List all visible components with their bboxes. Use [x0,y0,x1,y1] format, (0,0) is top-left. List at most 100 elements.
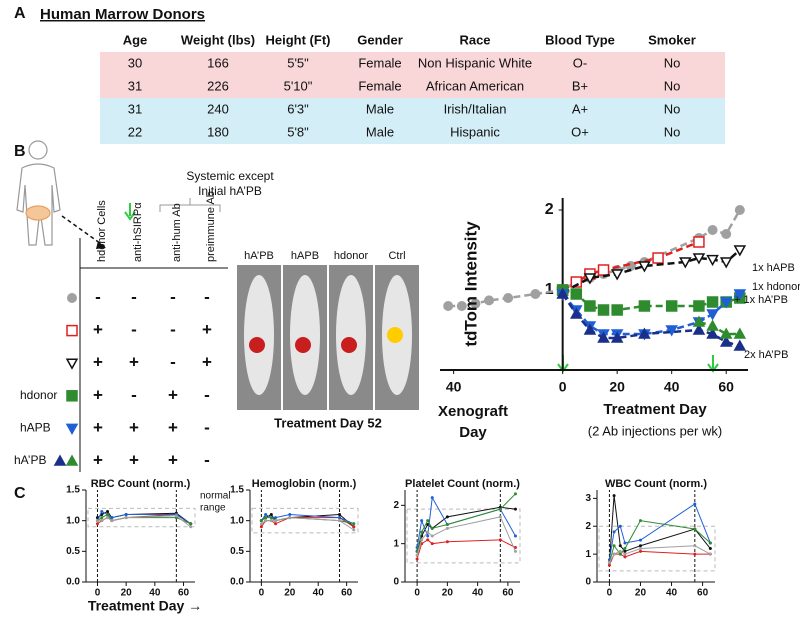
row-symbol [53,454,67,466]
matrix-cell: + [202,353,212,372]
table-cell: No [664,78,681,93]
x-tick-label: 0 [95,588,101,599]
matrix-cell: + [168,385,178,404]
data-point [426,538,430,542]
chart-title: RBC Count (norm.) [91,478,191,490]
matrix-cell: + [93,320,103,339]
data-point [426,534,430,538]
data-point [100,519,104,523]
chart-title: Hemoglobin (norm.) [252,478,357,490]
panel-label: C [14,485,26,502]
table-cell: No [664,101,681,116]
data-point [415,557,419,561]
data-point [430,542,434,546]
column-header: Height (Ft) [266,32,331,47]
data-point [426,523,430,526]
data-point [693,552,697,556]
table-cell: B+ [572,78,588,93]
y-tick-label: 1.5 [230,485,244,496]
x-tick-label: 40 [472,588,484,599]
table-cell: Female [358,78,401,93]
data-point [259,525,263,529]
table-cell: A+ [572,101,588,116]
data-point [623,552,627,556]
data-point [110,516,114,520]
matrix-cell: - [204,418,210,437]
table-cell: 5'10" [284,78,313,93]
data-point [638,327,651,339]
signal [295,337,311,353]
normal-range [406,508,521,564]
table-cell: Male [366,101,394,116]
data-point [503,293,514,303]
data-point [426,519,430,523]
data-point [719,257,733,269]
data-point [95,519,99,523]
data-point [623,549,627,553]
matrix-cell: - [131,287,137,306]
panel-label: A [14,5,26,22]
data-point [612,530,616,534]
column-header: Gender [357,32,403,47]
data-point [110,519,114,523]
series-label: 2x hA’PB [744,349,788,361]
column-header: Race [459,32,490,47]
x-axis-note: (2 Ab injections per wk) [588,423,722,438]
data-point [338,519,342,523]
data-point [288,513,292,517]
data-point [456,301,467,311]
table-cell: 30 [128,55,142,70]
matrix-cell: - [204,450,210,469]
series-label: + 1x hA’PB [734,294,788,306]
chart-title: Platelet Count (norm.) [405,478,520,490]
data-point [706,254,719,267]
table-cell: 180 [207,124,229,139]
matrix-cell: - [204,287,210,306]
data-point [618,552,622,556]
series-label: 1x hdonor [752,281,800,293]
image-label: hA’PB [244,250,274,262]
data-point [612,494,616,498]
data-point [100,509,104,513]
column-header: Age [123,32,148,47]
data-point [415,553,419,557]
data-point [665,325,678,337]
row-symbol [66,324,78,337]
normal-range [598,525,716,572]
data-point [733,289,747,301]
column-header: anti-hSIRPα [132,202,144,262]
data-point [445,515,449,519]
data-point [274,522,278,526]
data-point [498,507,502,511]
x-tick-label: 40 [664,379,680,395]
data-point [264,513,268,517]
table-cell: No [664,55,681,70]
matrix-cell: + [168,418,178,437]
data-point [352,522,356,526]
data-point [584,300,596,312]
matrix-cell: + [202,320,212,339]
column-header: hdonor Cells [96,200,108,262]
data-point [513,549,517,553]
data-point [338,516,342,520]
image-label: Ctrl [388,250,405,262]
x-axis-label: Day [459,424,487,441]
data-point [530,289,541,299]
table-cell: 240 [207,101,229,116]
data-point [706,319,719,331]
data-point [721,229,732,239]
bracket [159,198,221,212]
data-point [597,264,610,276]
signal [249,337,265,353]
data-point [274,519,278,523]
data-point [264,519,268,523]
matrix-cell: + [93,418,103,437]
data-point [618,549,622,553]
x-tick-label: 20 [284,588,296,599]
data-point [618,544,622,548]
matrix-cell: - [204,385,210,404]
x-tick-label: 0 [259,588,265,599]
y-tick-label: 1.5 [66,485,80,496]
data-point [274,516,278,520]
